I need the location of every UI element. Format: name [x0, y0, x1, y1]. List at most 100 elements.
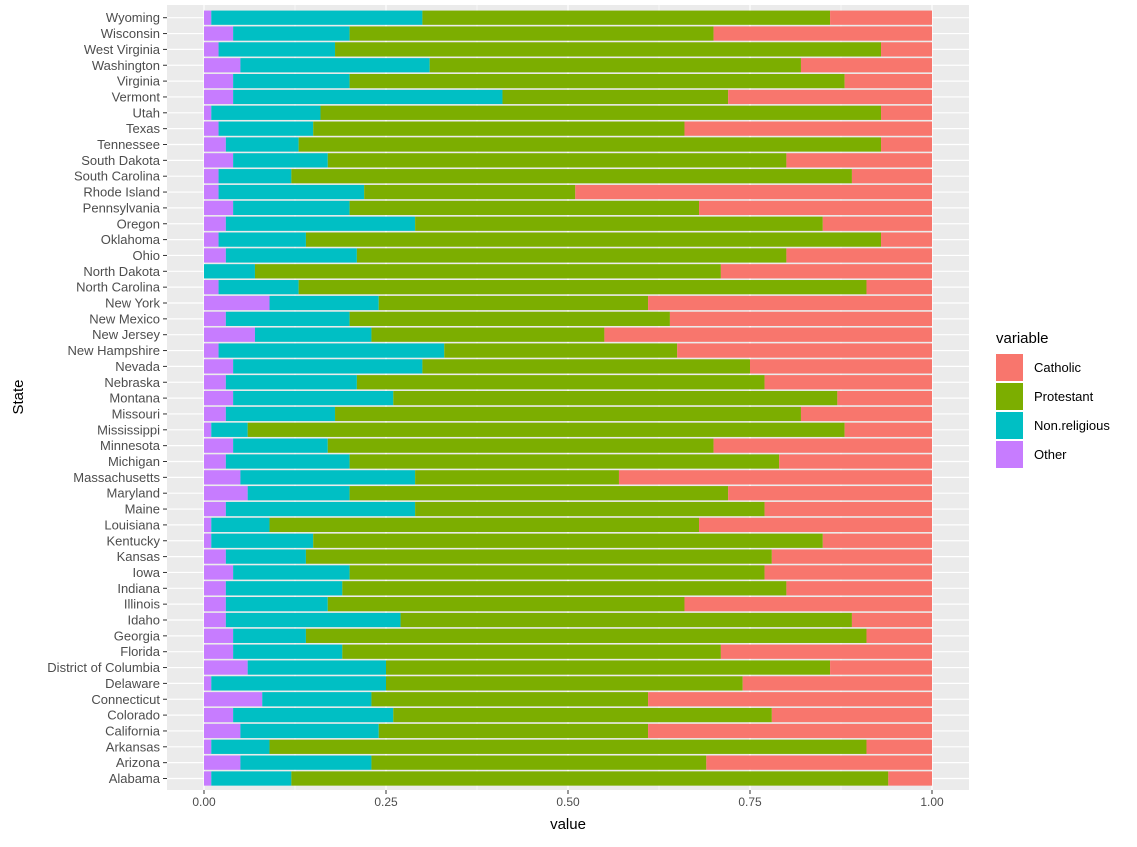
bar-mississippi-other — [204, 422, 212, 437]
y-tick-label: Ohio — [133, 248, 160, 263]
bar-kansas-catholic — [771, 549, 932, 564]
bar-tennessee-non-religious — [225, 137, 299, 152]
x-tick-label: 0.00 — [192, 795, 216, 809]
bar-utah-non-religious — [211, 105, 321, 120]
bar-pennsylvania-non-religious — [233, 200, 350, 216]
bar-north-dakota-non-religious — [204, 264, 255, 279]
legend-label-other: Other — [1034, 447, 1067, 462]
bar-virginia-non-religious — [233, 73, 350, 89]
bar-tennessee-protestant — [298, 137, 882, 152]
y-tick-label: North Dakota — [83, 264, 160, 279]
bar-michigan-non-religious — [225, 454, 350, 469]
bar-maine-protestant — [415, 501, 765, 517]
bar-south-dakota-other — [204, 153, 234, 168]
bar-michigan-other — [204, 454, 226, 469]
bar-arizona-protestant — [371, 755, 707, 770]
bar-arizona-other — [204, 755, 241, 770]
bar-idaho-other — [204, 612, 226, 628]
bar-north-carolina-protestant — [298, 280, 867, 295]
y-tick-label: Nevada — [115, 359, 161, 374]
bar-indiana-other — [204, 581, 226, 596]
bar-north-dakota-protestant — [254, 264, 721, 279]
x-axis-title: value — [550, 816, 586, 833]
bar-kansas-other — [204, 549, 226, 564]
bar-west-virginia-non-religious — [218, 42, 336, 57]
bar-massachusetts-non-religious — [240, 470, 416, 485]
bar-missouri-other — [204, 406, 226, 422]
bar-georgia-protestant — [305, 628, 867, 643]
bar-alabama-protestant — [291, 771, 889, 786]
bar-illinois-catholic — [684, 597, 932, 612]
y-tick-label: Minnesota — [100, 438, 161, 453]
bars-layer — [204, 10, 932, 786]
y-tick-label: Florida — [120, 644, 161, 659]
y-tick-label: Indiana — [117, 581, 160, 596]
legend: variable Catholic Protestant Non.religious… — [996, 330, 1110, 468]
y-tick-label: South Carolina — [74, 169, 161, 184]
bar-iowa-protestant — [349, 565, 765, 580]
bar-new-mexico-catholic — [669, 311, 932, 326]
bar-wisconsin-protestant — [349, 26, 714, 41]
bar-colorado-non-religious — [233, 707, 394, 723]
legend-label-catholic: Catholic — [1034, 360, 1081, 375]
bar-iowa-non-religious — [233, 565, 350, 580]
bar-alabama-non-religious — [211, 771, 292, 786]
bar-pennsylvania-protestant — [349, 200, 700, 216]
bar-alabama-catholic — [888, 771, 932, 786]
bar-tennessee-other — [204, 137, 226, 152]
bar-new-jersey-non-religious — [254, 327, 372, 342]
bar-district-of-columbia-catholic — [830, 660, 932, 675]
bar-new-york-catholic — [648, 295, 932, 311]
bar-virginia-other — [204, 73, 234, 89]
y-tick-label: Louisiana — [104, 517, 160, 532]
bar-missouri-catholic — [800, 406, 932, 422]
bar-west-virginia-other — [204, 42, 219, 57]
bar-texas-catholic — [684, 121, 932, 136]
bar-washington-other — [204, 58, 241, 73]
bar-iowa-catholic — [764, 565, 932, 580]
y-axis: AlabamaArizonaArkansasCaliforniaColorado… — [47, 10, 167, 786]
bar-south-dakota-non-religious — [233, 153, 328, 168]
bar-wyoming-protestant — [422, 10, 831, 25]
y-tick-label: Arkansas — [106, 739, 161, 754]
bar-florida-catholic — [720, 644, 932, 659]
y-tick-label: Massachusetts — [73, 470, 160, 485]
bar-georgia-catholic — [866, 628, 932, 643]
bar-california-protestant — [378, 723, 649, 739]
bar-georgia-non-religious — [233, 628, 306, 643]
y-tick-label: District of Columbia — [47, 660, 160, 675]
bar-pennsylvania-other — [204, 200, 234, 216]
y-tick-label: Utah — [133, 105, 160, 120]
y-axis-title: State — [10, 379, 27, 414]
bar-iowa-other — [204, 565, 234, 580]
y-tick-label: Georgia — [114, 628, 161, 643]
bar-florida-non-religious — [233, 644, 343, 659]
y-tick-label: South Dakota — [81, 153, 161, 168]
bar-district-of-columbia-non-religious — [247, 660, 386, 675]
y-tick-label: Kentucky — [107, 533, 161, 548]
bar-louisiana-catholic — [699, 517, 932, 533]
bar-vermont-non-religious — [233, 89, 503, 105]
bar-washington-protestant — [429, 58, 801, 73]
bar-colorado-protestant — [393, 707, 772, 723]
bar-idaho-non-religious — [225, 612, 401, 628]
bar-minnesota-other — [204, 438, 234, 453]
bar-nevada-non-religious — [233, 359, 423, 374]
bar-texas-non-religious — [218, 121, 314, 136]
bar-new-york-non-religious — [269, 295, 379, 311]
bar-rhode-island-protestant — [364, 184, 576, 200]
bar-pennsylvania-catholic — [699, 200, 932, 216]
bar-utah-other — [204, 105, 212, 120]
bar-arkansas-catholic — [866, 739, 932, 754]
bar-kentucky-other — [204, 533, 212, 548]
x-tick-label: 0.75 — [738, 795, 762, 809]
bar-rhode-island-non-religious — [218, 184, 365, 200]
bar-indiana-catholic — [786, 581, 932, 596]
legend-label-non-religious: Non.religious — [1034, 418, 1110, 433]
x-tick-label: 0.25 — [374, 795, 398, 809]
bar-south-dakota-catholic — [786, 153, 932, 168]
bar-delaware-protestant — [386, 676, 743, 691]
y-tick-label: Maryland — [107, 486, 160, 501]
bar-south-dakota-protestant — [327, 153, 787, 168]
